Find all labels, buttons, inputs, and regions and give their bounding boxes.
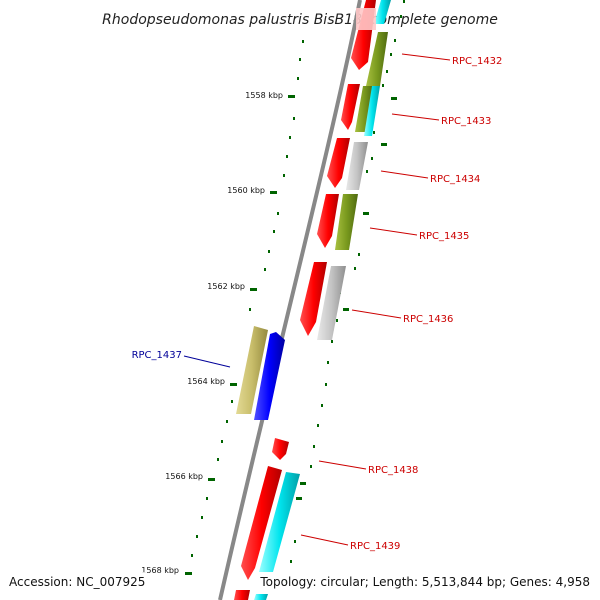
kbp-tick-labels: 1558 kbp 1560 kbp 1562 kbp 1564 kbp 1566… [141, 91, 283, 575]
gene-label[interactable]: RPC_1432 [452, 56, 502, 67]
gene-arrow-red[interactable] [317, 194, 339, 248]
outer-dotted-ring [285, 0, 405, 583]
gene-arrow-olive[interactable] [355, 86, 373, 132]
gene-label[interactable]: RPC_1436 [403, 314, 453, 325]
title-highlight [356, 8, 376, 30]
gene-arrow-red[interactable] [300, 262, 327, 336]
gene-arrow-red[interactable] [241, 466, 282, 580]
outer-tick-marks [296, 97, 397, 500]
gene-label[interactable]: RPC_1435 [419, 231, 469, 242]
gene-arrow-olive[interactable] [366, 32, 388, 86]
gene-arrow-red[interactable] [234, 590, 250, 600]
gene-arrow-khaki[interactable] [236, 326, 268, 414]
tick-label: 1562 kbp [207, 282, 245, 291]
gene-features [234, 0, 391, 600]
gene-label[interactable]: RPC_1438 [368, 465, 418, 476]
footer-backdrop-right [258, 572, 594, 592]
footer-backdrop-left [6, 572, 146, 592]
gene-arrow-red[interactable] [341, 84, 360, 130]
tick-label: 1564 kbp [187, 377, 225, 386]
gene-label[interactable]: RPC_1433 [441, 116, 491, 127]
gene-arrow-blue[interactable] [254, 332, 285, 420]
gene-label[interactable]: RPC_1434 [430, 174, 480, 185]
label-leader-lines [183, 53, 451, 546]
genome-summary-text: Topology: circular; Length: 5,513,844 bp… [259, 575, 590, 589]
gene-arrow-gray[interactable] [346, 142, 368, 190]
gene-arrow-gray[interactable] [317, 266, 346, 340]
tick-label: 1568 kbp [141, 566, 179, 575]
accession-text: Accession: NC_007925 [9, 575, 145, 589]
tick-label: 1560 kbp [227, 186, 265, 195]
gene-arrow-cyan[interactable] [364, 86, 380, 136]
gene-labels: RPC_1432 RPC_1433 RPC_1434 RPC_1435 RPC_… [132, 56, 503, 552]
gene-arrow-red[interactable] [272, 438, 289, 460]
gene-arrow-cyan[interactable] [374, 0, 391, 24]
gene-arrow-cyan[interactable] [259, 472, 300, 572]
gene-arrow-olive[interactable] [335, 194, 358, 250]
gene-arrow-red[interactable] [327, 138, 350, 188]
map-title: Rhodopseudomonas palustris BisB18, compl… [102, 12, 498, 28]
inner-dotted-ring [191, 40, 304, 557]
gene-label[interactable]: RPC_1439 [350, 541, 400, 552]
tick-label: 1558 kbp [245, 91, 283, 100]
gene-arrow-cyan[interactable] [254, 594, 268, 600]
inner-tick-marks [185, 95, 295, 575]
genome-backbone [218, 0, 362, 600]
tick-label: 1566 kbp [165, 472, 203, 481]
gene-label[interactable]: RPC_1437 [132, 350, 182, 361]
